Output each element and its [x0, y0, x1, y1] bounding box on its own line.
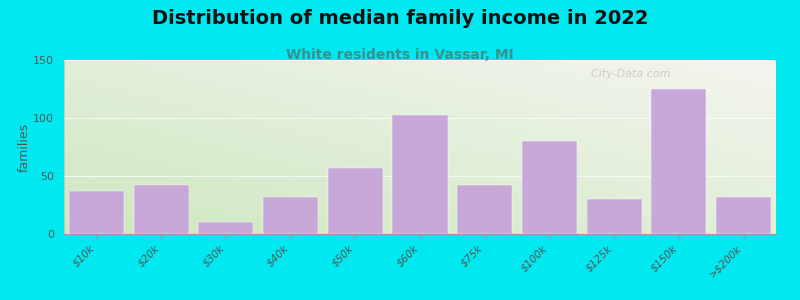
Text: City-Data.com: City-Data.com — [584, 69, 670, 79]
Bar — [586, 199, 642, 234]
Bar — [198, 222, 254, 234]
Text: White residents in Vassar, MI: White residents in Vassar, MI — [286, 48, 514, 62]
Bar — [328, 168, 382, 234]
Bar — [651, 89, 706, 234]
Text: Distribution of median family income in 2022: Distribution of median family income in … — [152, 9, 648, 28]
Bar — [716, 197, 771, 234]
Y-axis label: families: families — [18, 122, 30, 172]
Bar — [458, 185, 512, 234]
Bar — [522, 141, 577, 234]
Bar — [263, 197, 318, 234]
Bar — [134, 185, 189, 234]
Bar — [69, 191, 124, 234]
Bar — [393, 115, 447, 234]
